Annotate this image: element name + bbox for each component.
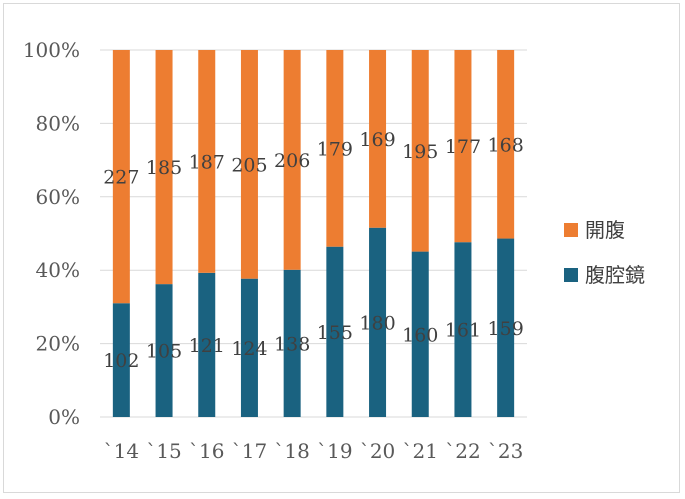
y-tick-label: 80% — [36, 111, 80, 135]
x-tick-label: `20 — [360, 439, 395, 463]
y-tick-label: 100% — [23, 38, 80, 62]
data-label-laparoscopic: 180 — [359, 312, 395, 334]
y-tick-label: 60% — [36, 185, 80, 209]
data-label-open: 227 — [103, 167, 139, 189]
bar-segment-open — [112, 50, 130, 304]
data-label-laparoscopic: 160 — [402, 324, 438, 346]
data-label-laparoscopic: 161 — [445, 320, 481, 342]
bar-segment-open — [283, 50, 301, 270]
x-tick-label: `16 — [189, 439, 224, 463]
x-tick-label: `18 — [274, 439, 309, 463]
bar-segment-open — [198, 50, 216, 273]
data-label-open: 177 — [445, 136, 481, 158]
bar-segment-open — [155, 50, 173, 285]
axis-labels: 0% 20% 40% 60% 80% 100% `14 `15 `16 `17 `18 `19 `20 `… — [23, 38, 524, 463]
bar-segment-laparoscopic — [326, 246, 344, 417]
bar-segment-open — [369, 50, 387, 228]
x-tick-label: `23 — [488, 439, 523, 463]
data-label-open: 206 — [274, 150, 310, 172]
bar-segment-open — [497, 50, 515, 239]
bar-segment-open — [326, 50, 344, 247]
x-tick-label: `14 — [104, 439, 139, 463]
data-label-laparoscopic: 155 — [317, 322, 353, 344]
bar-segment-open — [411, 50, 429, 252]
bar-segment-laparoscopic — [497, 238, 515, 417]
x-tick-label: `22 — [445, 439, 480, 463]
legend-swatch — [564, 223, 578, 237]
bar-segment-open — [454, 50, 472, 243]
y-tick-label: 20% — [36, 332, 80, 356]
y-tick-label: 40% — [36, 258, 80, 282]
data-label-laparoscopic: 124 — [231, 338, 267, 360]
bar-segment-laparoscopic — [240, 278, 258, 417]
data-label-laparoscopic: 105 — [146, 341, 182, 363]
data-label-open: 168 — [488, 134, 524, 156]
data-label-open: 195 — [402, 141, 438, 163]
bar-segment-laparoscopic — [155, 284, 173, 417]
bar-segment-laparoscopic — [454, 242, 472, 417]
bars — [112, 50, 515, 417]
data-label-open: 185 — [146, 157, 182, 179]
legend-label: 腹腔鏡 — [585, 263, 645, 287]
bar-segment-laparoscopic — [198, 272, 216, 417]
data-labels: 102 227 105 185 121 187 124 205 138 206 155 179 180 1… — [103, 129, 524, 372]
bar-segment-laparoscopic — [112, 303, 130, 417]
data-label-open: 187 — [189, 151, 225, 173]
legend-label: 開腹 — [585, 218, 625, 242]
data-label-open: 205 — [231, 154, 267, 176]
legend-swatch — [564, 268, 578, 282]
data-label-open: 169 — [359, 129, 395, 151]
bar-segment-laparoscopic — [369, 227, 387, 417]
data-label-laparoscopic: 121 — [189, 335, 225, 357]
y-tick-label: 0% — [48, 405, 80, 429]
x-tick-label: `21 — [403, 439, 438, 463]
data-label-laparoscopic: 102 — [103, 350, 139, 372]
bar-segment-laparoscopic — [411, 251, 429, 417]
data-label-laparoscopic: 138 — [274, 333, 310, 355]
bar-segment-open — [240, 50, 258, 279]
data-label-laparoscopic: 159 — [488, 318, 524, 340]
x-tick-label: `17 — [232, 439, 267, 463]
x-tick-label: `15 — [146, 439, 181, 463]
data-label-open: 179 — [317, 138, 353, 160]
legend-item-laparoscopic: 腹腔鏡 — [564, 263, 645, 287]
x-tick-label: `19 — [317, 439, 352, 463]
legend-item-open: 開腹 — [564, 218, 625, 242]
bar-segment-laparoscopic — [283, 269, 301, 417]
